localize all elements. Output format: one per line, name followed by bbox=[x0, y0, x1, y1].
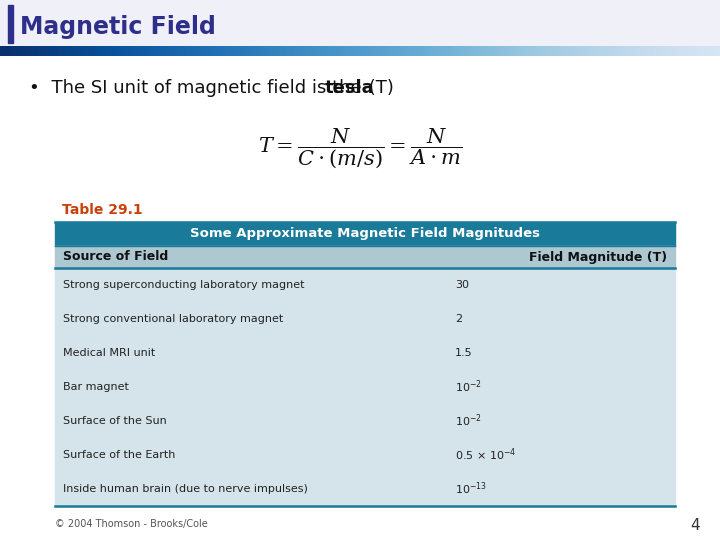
Text: Bar magnet: Bar magnet bbox=[63, 382, 129, 392]
Text: $T = \dfrac{N}{C \cdot (m/s)} = \dfrac{N}{A \cdot m}$: $T = \dfrac{N}{C \cdot (m/s)} = \dfrac{N… bbox=[258, 126, 462, 170]
Text: Table 29.1: Table 29.1 bbox=[62, 203, 143, 217]
Bar bbox=[8, 5, 13, 43]
Text: Source of Field: Source of Field bbox=[63, 251, 168, 264]
Text: Field Magnitude (T): Field Magnitude (T) bbox=[529, 251, 667, 264]
Text: The SI unit of magnetic field is the: The SI unit of magnetic field is the bbox=[40, 79, 367, 97]
Text: (T): (T) bbox=[363, 79, 394, 97]
Text: Surface of the Earth: Surface of the Earth bbox=[63, 450, 176, 460]
Text: 10$^{-2}$: 10$^{-2}$ bbox=[455, 413, 482, 429]
Text: 1.5: 1.5 bbox=[455, 348, 472, 358]
Text: 30: 30 bbox=[455, 280, 469, 290]
Bar bbox=[55, 222, 675, 246]
Text: 4: 4 bbox=[690, 517, 700, 532]
Text: 10$^{-2}$: 10$^{-2}$ bbox=[455, 379, 482, 395]
Bar bbox=[0, 0, 720, 48]
Bar bbox=[55, 268, 675, 506]
Text: Some Approximate Magnetic Field Magnitudes: Some Approximate Magnetic Field Magnitud… bbox=[190, 227, 540, 240]
Text: Surface of the Sun: Surface of the Sun bbox=[63, 416, 167, 426]
Bar bbox=[55, 246, 675, 268]
Text: Inside human brain (due to nerve impulses): Inside human brain (due to nerve impulse… bbox=[63, 484, 308, 494]
Text: tesla: tesla bbox=[325, 79, 374, 97]
Text: Strong conventional laboratory magnet: Strong conventional laboratory magnet bbox=[63, 314, 283, 324]
Text: Strong superconducting laboratory magnet: Strong superconducting laboratory magnet bbox=[63, 280, 305, 290]
Text: © 2004 Thomson - Brooks/Cole: © 2004 Thomson - Brooks/Cole bbox=[55, 519, 208, 529]
Text: Magnetic Field: Magnetic Field bbox=[20, 15, 216, 39]
Text: 0.5 × 10$^{-4}$: 0.5 × 10$^{-4}$ bbox=[455, 447, 516, 463]
Text: 10$^{-13}$: 10$^{-13}$ bbox=[455, 481, 487, 497]
Text: •: • bbox=[28, 79, 39, 97]
Text: 2: 2 bbox=[455, 314, 462, 324]
Text: Medical MRI unit: Medical MRI unit bbox=[63, 348, 156, 358]
